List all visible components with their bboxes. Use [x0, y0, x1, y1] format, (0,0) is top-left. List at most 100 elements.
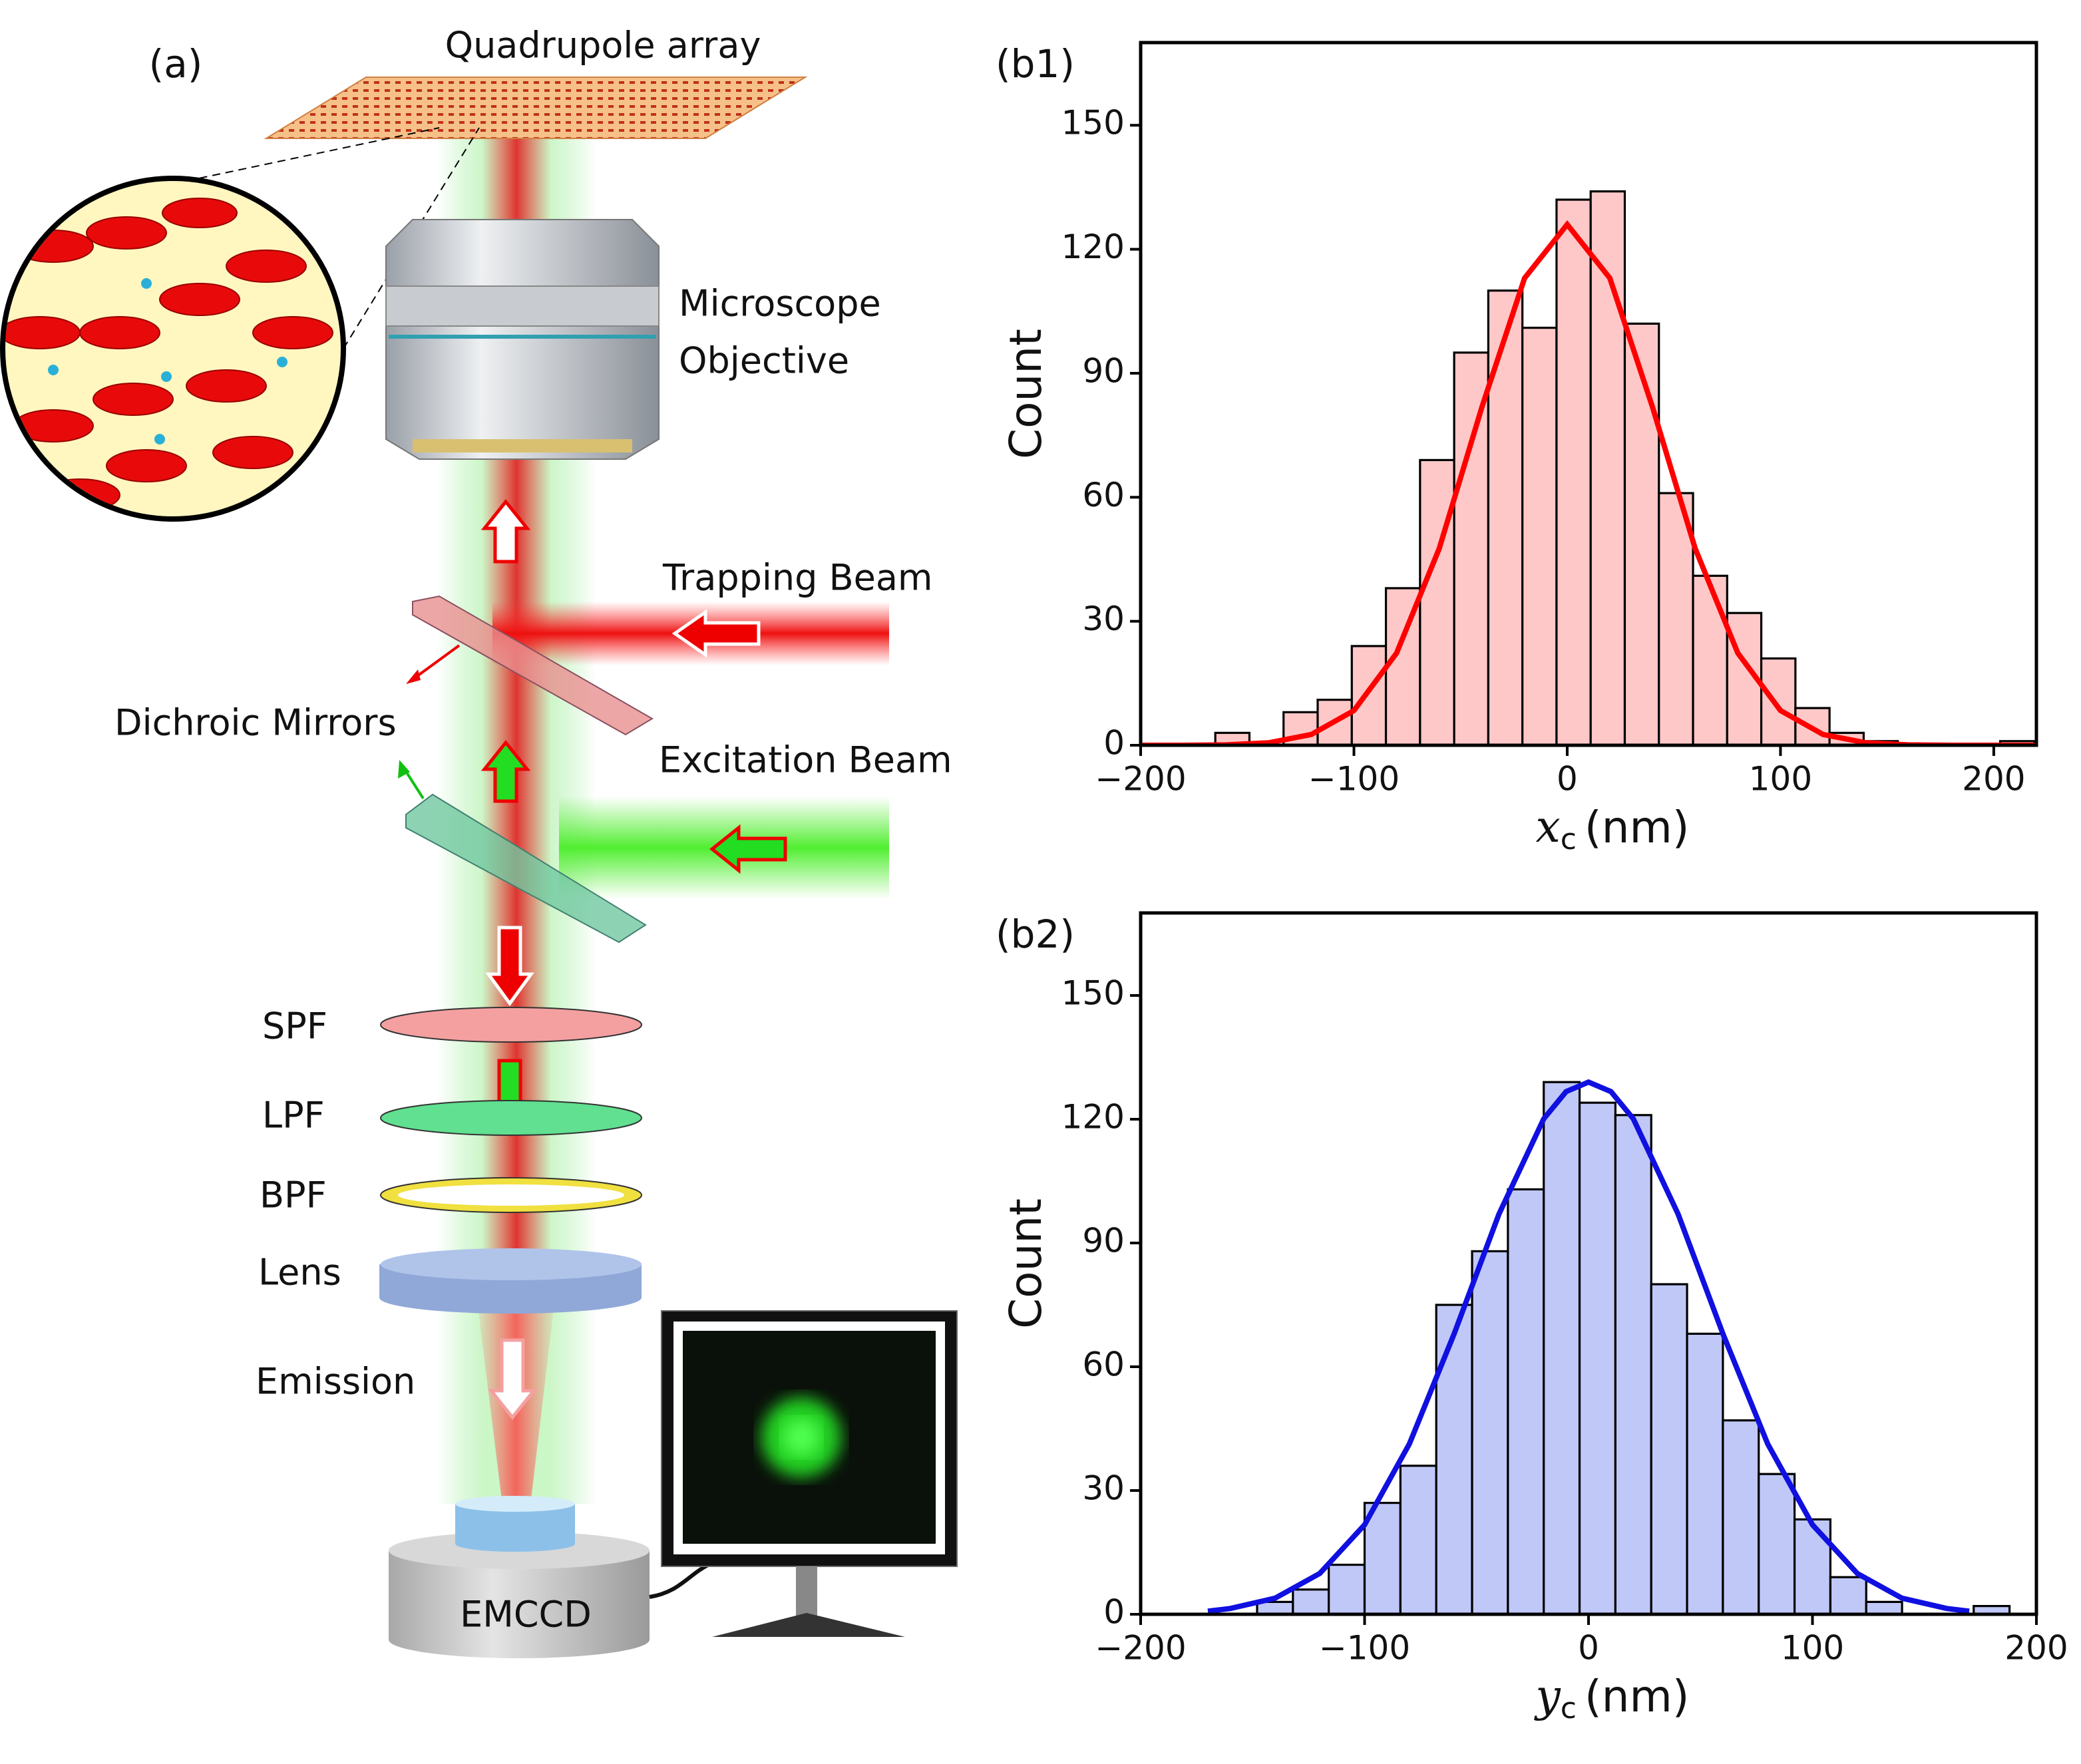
hist-bar — [1614, 1114, 1652, 1614]
hist-bar — [1543, 1081, 1581, 1614]
spf-filter — [380, 1007, 642, 1043]
hist-bar — [1521, 327, 1558, 745]
pillar — [79, 316, 160, 349]
reflect-arrow-head — [398, 760, 410, 779]
x-axis-label: xc (nm) — [1535, 801, 1689, 856]
hist-bar — [1973, 1605, 2011, 1614]
hist-bar — [1829, 1576, 1867, 1614]
particle — [154, 434, 165, 444]
y-tick-label: 150 — [1061, 974, 1125, 1013]
objective-lens — [413, 439, 632, 452]
x-tick-label: 200 — [2004, 1629, 2068, 1668]
x-axis-unit: (nm) — [1585, 802, 1690, 853]
hist-bar — [1363, 1502, 1402, 1614]
label: Lens — [258, 1252, 341, 1294]
camera-body — [389, 1550, 650, 1658]
pillar — [226, 250, 307, 283]
panel-label: (b2) — [996, 912, 1075, 957]
y-tick-label: 60 — [1082, 1345, 1125, 1384]
label: SPF — [262, 1005, 327, 1047]
label: Trapping Beam — [662, 557, 933, 599]
label: Objective — [679, 340, 849, 382]
y-tick-label: 150 — [1061, 104, 1125, 142]
emission-spot-core — [783, 1419, 820, 1456]
hist-bar — [1350, 645, 1388, 745]
hist-bar — [1692, 574, 1728, 745]
monitor-stand — [796, 1566, 817, 1620]
dichroic-mirror — [412, 595, 654, 736]
pillar — [252, 316, 333, 349]
hist-bar — [1650, 1283, 1688, 1614]
lens-top — [381, 1248, 642, 1280]
x-axis-var: x — [1535, 801, 1560, 852]
hist-bar — [1555, 198, 1592, 745]
zoom-line — [343, 127, 480, 349]
hist-bar — [1865, 1600, 1903, 1614]
label: Emission — [256, 1361, 415, 1403]
panel-label: (b1) — [996, 41, 1075, 87]
hist-bar — [1487, 289, 1524, 745]
x-tick-label: 0 — [1557, 760, 1578, 798]
y-tick-label: 90 — [1082, 351, 1125, 390]
y-axis-label: Count — [1000, 329, 1051, 459]
arrow — [671, 609, 761, 658]
hist-bar — [1435, 1304, 1473, 1614]
y-tick-label: 30 — [1082, 600, 1125, 638]
hist-bar — [1758, 1473, 1796, 1614]
arrow — [709, 824, 787, 874]
monitor-base — [712, 1613, 905, 1637]
pillar — [86, 216, 167, 250]
reflect-arrow-head — [406, 669, 421, 684]
label: LPF — [262, 1095, 325, 1137]
hist-bar — [1453, 351, 1489, 745]
hist-bar — [1760, 657, 1797, 745]
particle — [161, 371, 172, 382]
arrow — [487, 1338, 538, 1421]
label: Microscope — [679, 283, 881, 325]
arrow — [480, 498, 531, 564]
panel-label: (a) — [149, 41, 203, 87]
x-axis-unit: (nm) — [1585, 1671, 1690, 1722]
y-tick-label: 90 — [1082, 1222, 1125, 1260]
y-axis-label: Count — [1000, 1198, 1051, 1329]
pillar — [93, 383, 174, 416]
hist-bar — [1793, 1518, 1832, 1614]
particle — [277, 357, 287, 367]
hist-bar — [1686, 1332, 1724, 1614]
hist-bar — [1722, 1419, 1760, 1614]
objective-grip — [385, 285, 660, 327]
lpf-filter — [380, 1100, 642, 1136]
label: EMCCD — [460, 1594, 592, 1636]
pillar — [5, 316, 81, 349]
hist-bar — [1419, 458, 1455, 745]
objective-body — [385, 219, 660, 460]
pillar — [162, 198, 238, 228]
y-tick-label: 30 — [1082, 1469, 1125, 1508]
x-axis-label: yc (nm) — [1533, 1670, 1689, 1725]
pillar — [106, 449, 187, 482]
quadrupole-array — [264, 77, 808, 139]
x-tick-label: −100 — [1308, 760, 1400, 798]
plot-frame — [1139, 41, 2038, 747]
y-tick-label: 120 — [1061, 1098, 1125, 1137]
camera-window-top — [455, 1496, 575, 1512]
x-tick-label: −200 — [1095, 1629, 1186, 1668]
hist-bar — [1578, 1101, 1616, 1614]
objective — [385, 219, 660, 460]
x-axis-sub: c — [1561, 1691, 1577, 1725]
pillar — [159, 283, 240, 316]
setup-diagram: (a) Quadrupole array Microscope Objectiv… — [0, 25, 958, 1658]
hist-bar — [1399, 1465, 1437, 1614]
pillar — [212, 436, 293, 469]
label: Quadrupole array — [445, 25, 761, 67]
particle — [141, 278, 152, 289]
zoom-line — [186, 127, 440, 182]
y-tick-label: 60 — [1082, 476, 1125, 514]
x-axis-sub: c — [1561, 822, 1577, 856]
pillar — [13, 230, 94, 263]
x-tick-label: −200 — [1095, 760, 1186, 798]
